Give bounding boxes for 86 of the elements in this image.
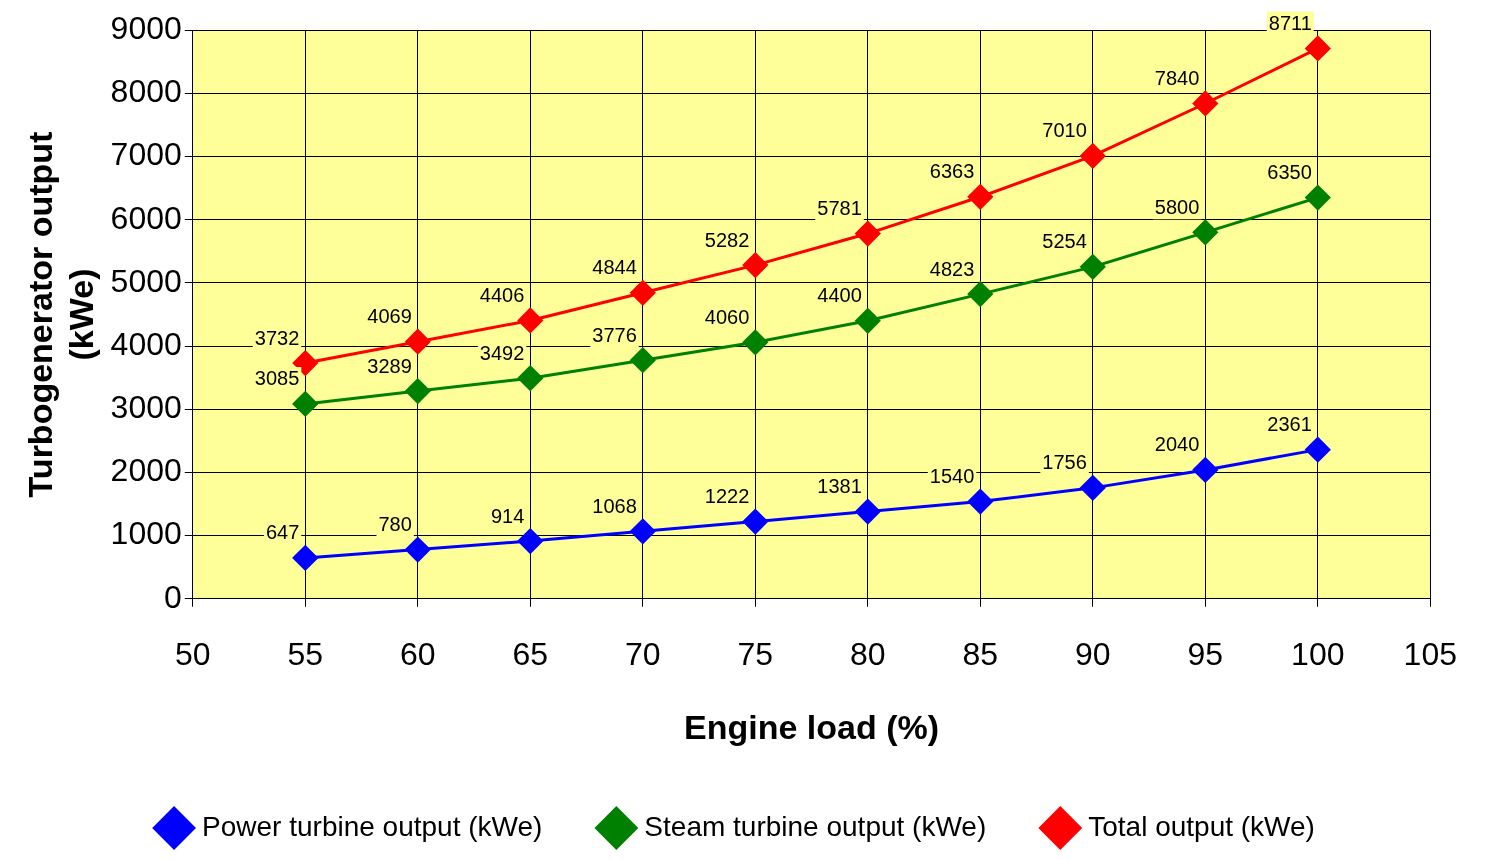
point xyxy=(967,489,993,515)
data-label: 4400 xyxy=(817,284,862,307)
point xyxy=(1305,437,1331,463)
x-tick-label: 75 xyxy=(737,635,774,672)
y-tick-label: 3000 xyxy=(110,389,182,426)
y-tick-label: 2000 xyxy=(110,452,182,489)
y-tick-label: 7000 xyxy=(110,136,182,173)
point xyxy=(855,499,881,525)
point xyxy=(292,391,318,417)
point xyxy=(742,509,768,535)
data-label: 5254 xyxy=(1042,230,1087,253)
data-label: 4823 xyxy=(929,257,975,280)
x-tick-label: 105 xyxy=(1403,635,1457,672)
x-axis-title: Engine load (%) xyxy=(684,707,940,746)
point xyxy=(405,537,431,563)
data-label: 1540 xyxy=(929,465,975,488)
x-tick-label: 85 xyxy=(962,635,999,672)
data-label: 2040 xyxy=(1154,433,1200,456)
point xyxy=(517,307,543,333)
x-tick-label: 70 xyxy=(625,635,661,672)
point xyxy=(1192,90,1218,116)
x-tick-label: 65 xyxy=(512,635,549,672)
y-tick-label: 9000 xyxy=(110,10,182,47)
point xyxy=(1305,185,1331,211)
point xyxy=(742,329,768,355)
point xyxy=(405,329,431,355)
point xyxy=(1080,143,1106,169)
legend-label: Steam turbine output (kWe) xyxy=(644,810,987,842)
legend-label: Total output (kWe) xyxy=(1088,810,1315,842)
data-label: 2361 xyxy=(1267,413,1312,436)
y-tick-label: 1000 xyxy=(110,515,182,552)
data-label: 7010 xyxy=(1042,119,1087,142)
point xyxy=(1192,219,1218,245)
point xyxy=(1080,475,1106,501)
data-label: 1756 xyxy=(1042,451,1087,474)
x-tick-label: 55 xyxy=(287,635,324,672)
data-label: 4406 xyxy=(479,283,525,306)
data-label: 780 xyxy=(378,513,412,536)
data-label: 3776 xyxy=(592,323,637,346)
point xyxy=(630,347,656,373)
data-label: 7840 xyxy=(1154,67,1200,89)
point xyxy=(630,280,656,306)
point xyxy=(517,528,543,554)
y-tick-label: 0 xyxy=(163,578,182,615)
point xyxy=(967,184,993,210)
data-label: 5781 xyxy=(817,197,862,220)
point xyxy=(1305,35,1331,61)
point xyxy=(517,365,543,391)
data-label: 8711 xyxy=(1268,11,1312,34)
point xyxy=(855,221,881,247)
point xyxy=(630,518,656,544)
data-label: 3289 xyxy=(367,354,412,377)
data-label: 4069 xyxy=(367,305,412,328)
legend-label: Power turbine output (kWe) xyxy=(202,810,543,842)
data-label: 3492 xyxy=(479,341,525,364)
y-tick-label: 4000 xyxy=(110,325,182,362)
data-label: 5282 xyxy=(704,228,750,251)
point xyxy=(855,308,881,334)
point xyxy=(1192,457,1218,483)
y-tick-label: 6000 xyxy=(110,199,182,236)
data-label: 6350 xyxy=(1267,161,1312,184)
point xyxy=(742,252,768,278)
data-label: 4060 xyxy=(704,305,750,328)
data-label: 647 xyxy=(265,521,300,544)
data-label: 1068 xyxy=(592,494,637,517)
x-tick-label: 100 xyxy=(1291,635,1345,672)
x-tick-label: 95 xyxy=(1187,635,1224,672)
x-tick-label: 80 xyxy=(850,635,886,672)
data-label: 3732 xyxy=(254,326,300,349)
data-label: 3085 xyxy=(254,367,300,390)
data-label: 1381 xyxy=(817,475,862,498)
data-label: 914 xyxy=(490,504,525,527)
y-tick-label: 8000 xyxy=(110,73,182,110)
y-axis-title: Turbogenerator output (kWe) xyxy=(20,131,100,498)
point xyxy=(292,545,318,571)
data-label: 1222 xyxy=(704,485,750,508)
x-tick-label: 60 xyxy=(399,635,436,672)
y-tick-label: 5000 xyxy=(110,262,182,299)
point xyxy=(405,378,431,404)
data-label: 4844 xyxy=(592,256,637,279)
data-label: 5800 xyxy=(1154,195,1200,218)
data-label: 6363 xyxy=(929,160,975,183)
point xyxy=(967,281,993,307)
x-tick-label: 50 xyxy=(174,635,211,672)
x-tick-label: 90 xyxy=(1075,635,1111,672)
point xyxy=(1080,254,1106,280)
